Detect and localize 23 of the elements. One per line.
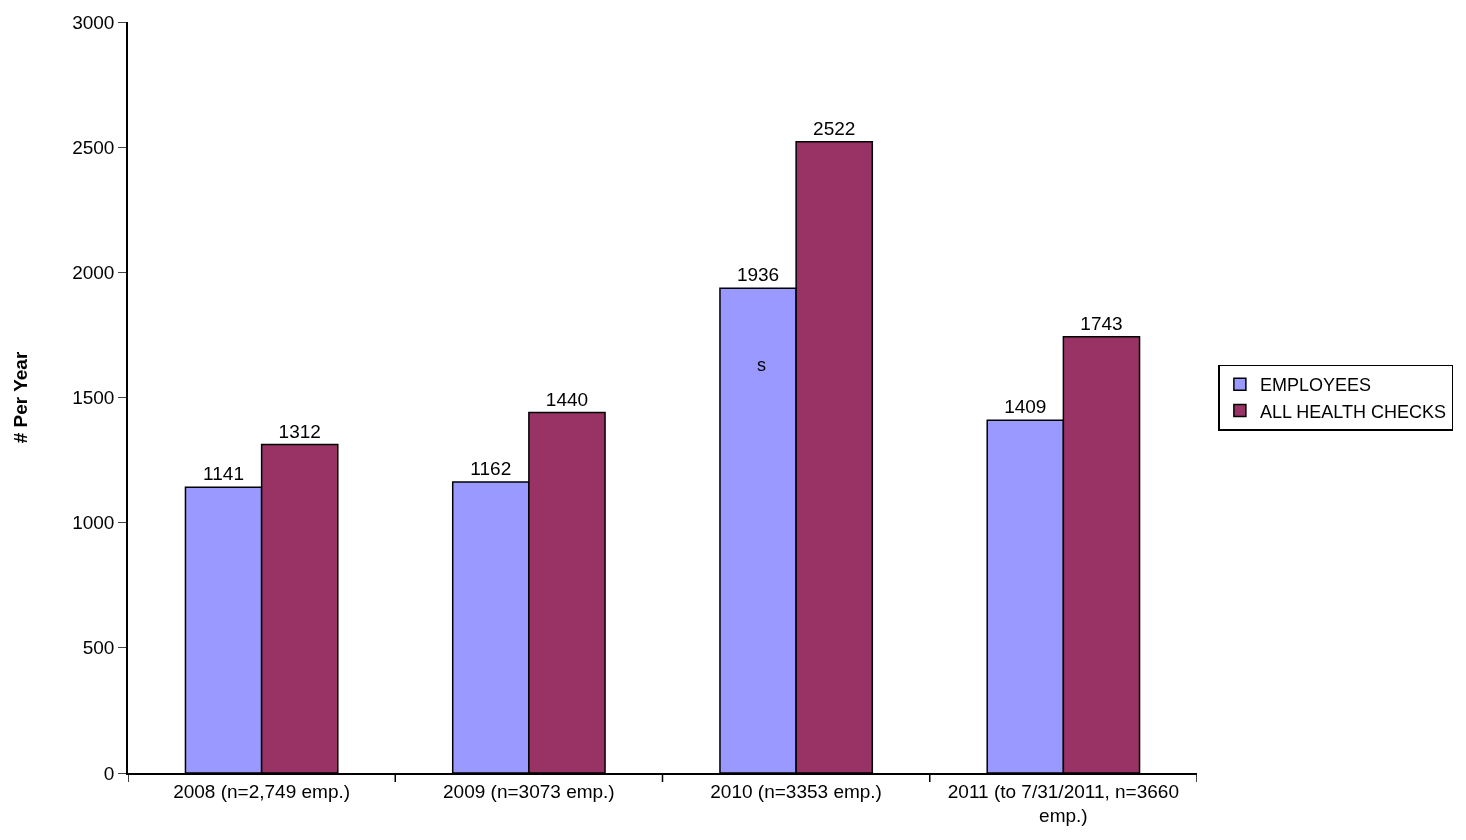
data-label: 1312 bbox=[278, 420, 321, 442]
x-tick-label: 2008 (n=2,749 emp.) bbox=[173, 780, 351, 802]
data-label: 2522 bbox=[813, 117, 856, 139]
y-tick-label: 2500 bbox=[72, 136, 115, 158]
data-label: 1743 bbox=[1080, 312, 1123, 334]
legend-label: ALL HEALTH CHECKS bbox=[1259, 401, 1446, 422]
y-tick-label: 2000 bbox=[72, 261, 115, 283]
data-label: 1440 bbox=[545, 388, 589, 410]
legend-label: EMPLOYEES bbox=[1259, 375, 1371, 396]
y-tick-label: 3000 bbox=[72, 11, 115, 33]
y-tick-label: 0 bbox=[103, 762, 115, 784]
y-tick-label: 1000 bbox=[72, 512, 115, 534]
x-tick-label: 2011 (to 7/31/2011, n=3660 emp.) bbox=[947, 780, 1179, 827]
data-label: 1409 bbox=[1004, 396, 1047, 418]
data-label: 1162 bbox=[470, 458, 512, 480]
y-tick-label: 1500 bbox=[72, 387, 115, 409]
data-label: 1936 bbox=[736, 264, 780, 286]
data-label: 1141 bbox=[203, 463, 244, 485]
x-tick-label: 2009 (n=3073 emp.) bbox=[443, 780, 615, 802]
y-axis-title: # Per Year bbox=[9, 351, 31, 444]
annotation: s bbox=[757, 355, 766, 375]
x-tick-label: 2010 (n=3353 emp.) bbox=[710, 780, 882, 802]
y-tick-label: 500 bbox=[82, 637, 115, 659]
